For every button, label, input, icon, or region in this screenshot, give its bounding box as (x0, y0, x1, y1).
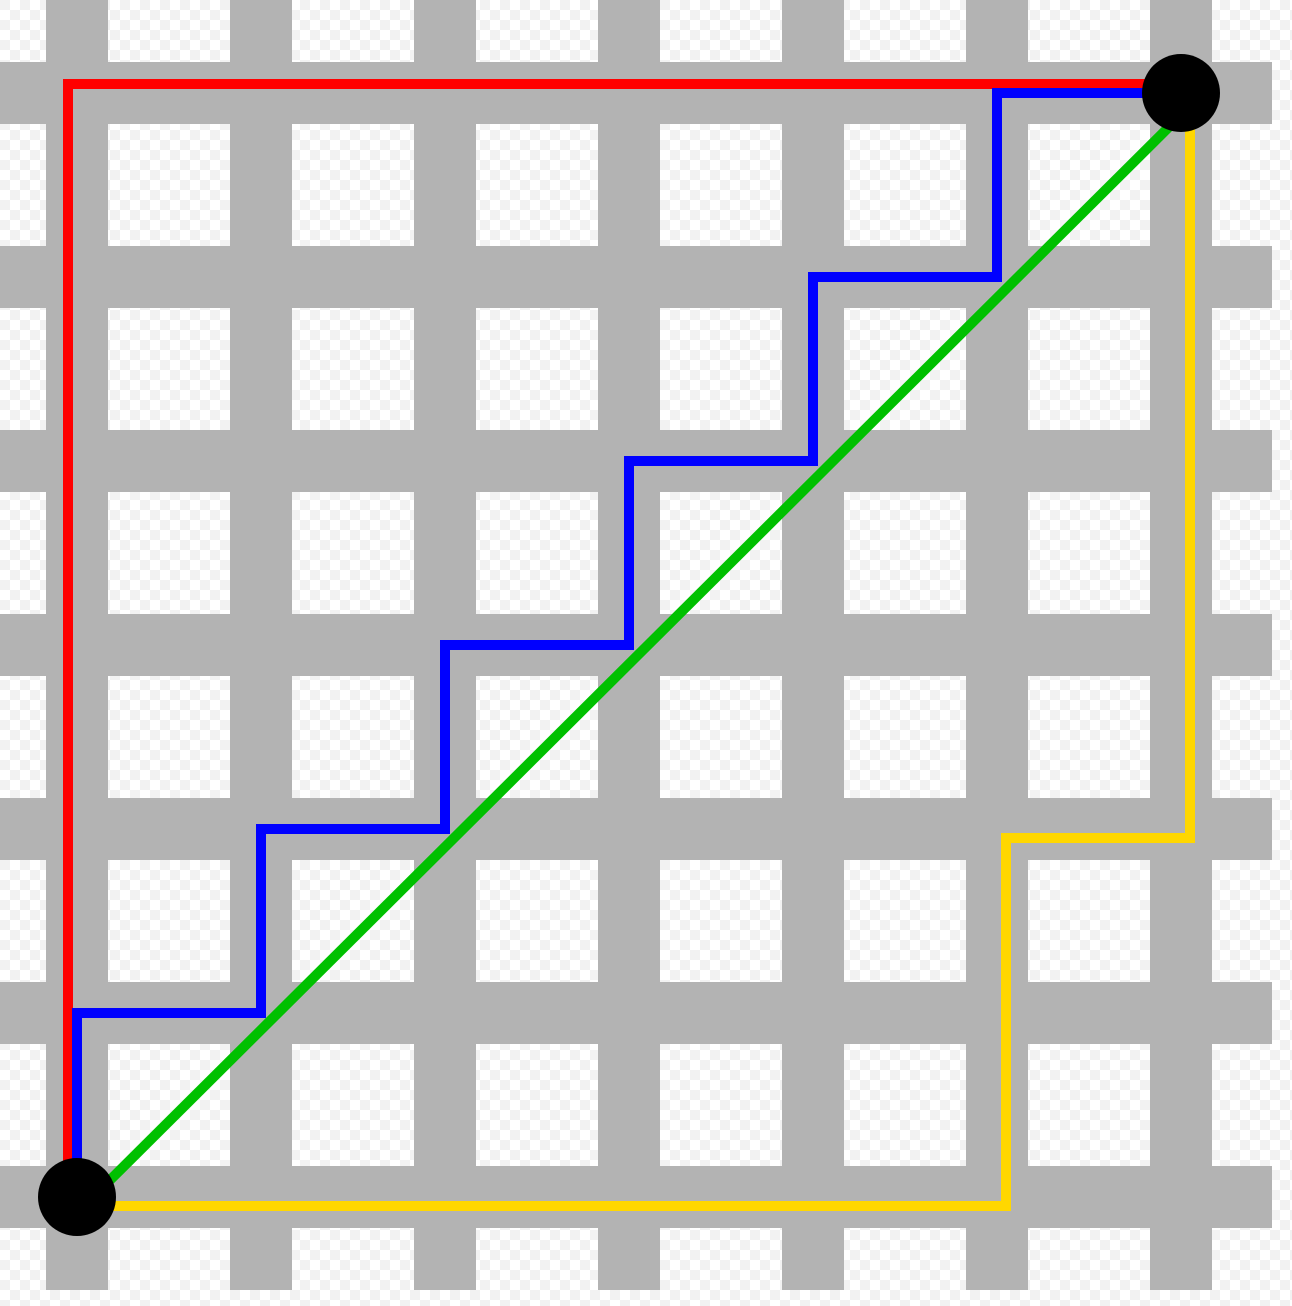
city-block (476, 124, 598, 246)
city-block (1028, 492, 1150, 614)
start-point (38, 1158, 116, 1236)
city-block (1028, 676, 1150, 798)
city-block (844, 308, 966, 430)
city-block (844, 860, 966, 982)
city-block (476, 860, 598, 982)
city-block (1028, 124, 1150, 246)
city-block (660, 1044, 782, 1166)
city-block (1028, 860, 1150, 982)
yellow-path (86, 102, 1195, 1211)
endpoints (38, 54, 1220, 1236)
city-block (292, 124, 414, 246)
city-block (660, 308, 782, 430)
city-block (292, 1044, 414, 1166)
city-block (292, 492, 414, 614)
city-block (292, 860, 414, 982)
city-block (660, 124, 782, 246)
blue-path (72, 88, 1181, 1197)
city-block (660, 676, 782, 798)
city-block (476, 492, 598, 614)
green-path (93, 109, 1187, 1197)
city-block (1028, 308, 1150, 430)
city-block (108, 860, 230, 982)
city-block (1028, 1044, 1150, 1166)
city-block (292, 676, 414, 798)
city-block (476, 1044, 598, 1166)
city-block (660, 860, 782, 982)
city-block (844, 1044, 966, 1166)
city-block (108, 676, 230, 798)
city-block (660, 492, 782, 614)
city-block (108, 492, 230, 614)
city-block (108, 308, 230, 430)
city-block (108, 124, 230, 246)
city-block (844, 676, 966, 798)
city-block (108, 1044, 230, 1166)
end-point (1142, 54, 1220, 132)
city-block (292, 308, 414, 430)
route-paths (63, 79, 1195, 1211)
red-path (63, 79, 1172, 1188)
city-block (476, 676, 598, 798)
city-block (844, 124, 966, 246)
city-block (844, 492, 966, 614)
city-block (476, 308, 598, 430)
city-blocks (108, 124, 1150, 1166)
